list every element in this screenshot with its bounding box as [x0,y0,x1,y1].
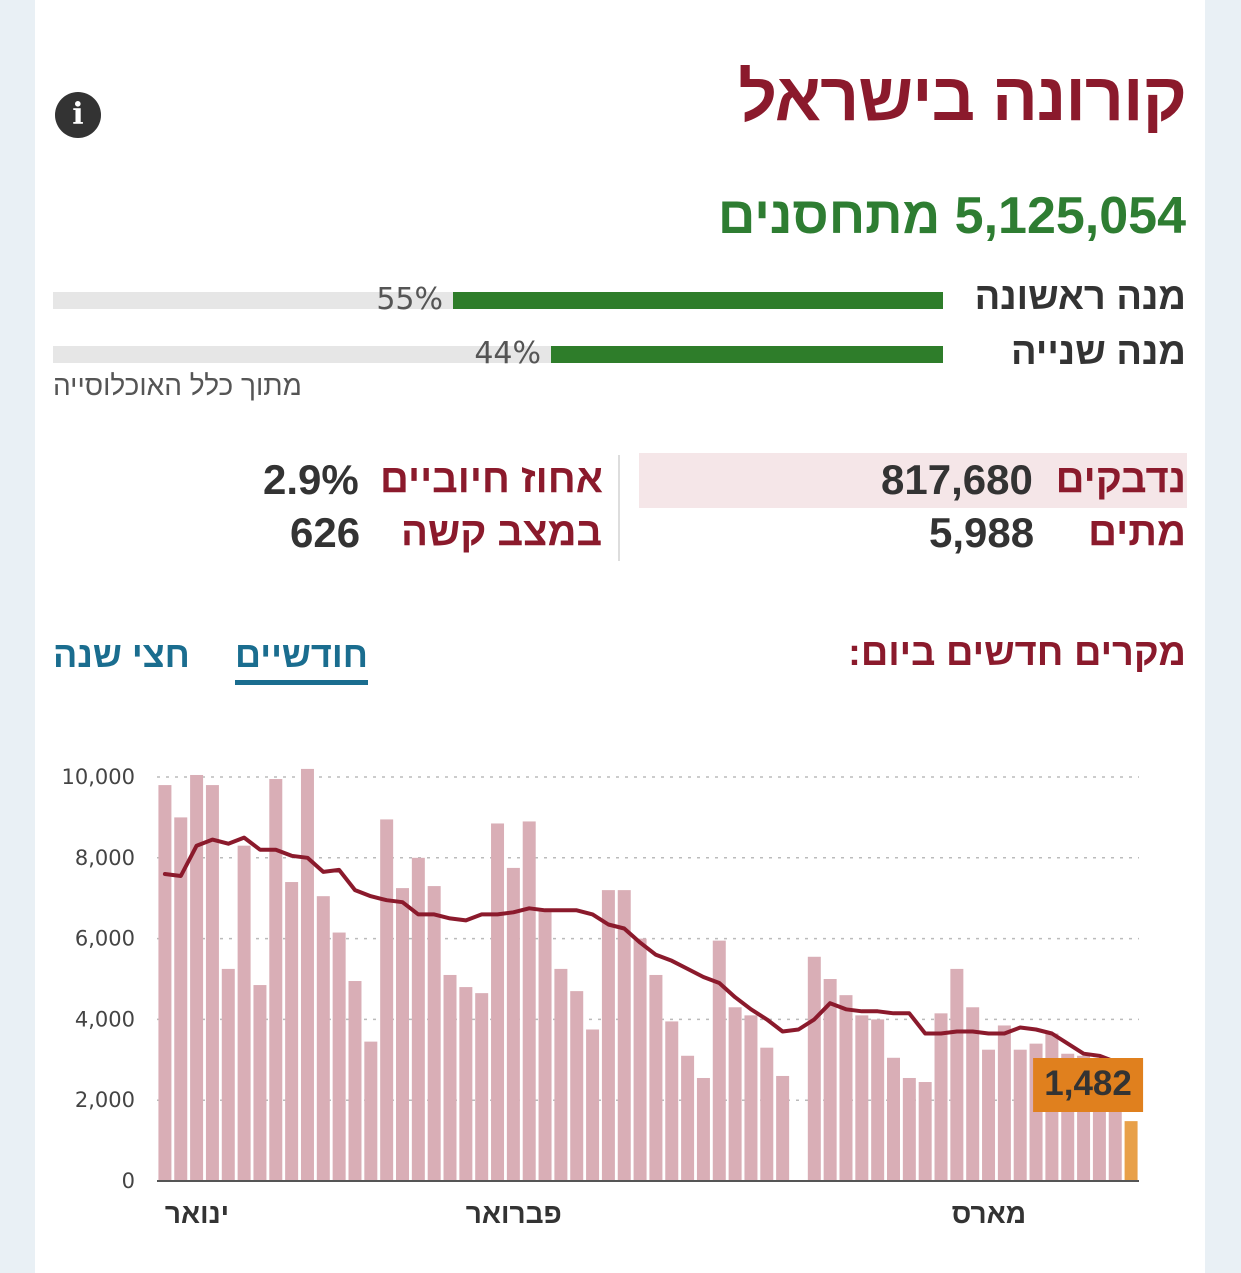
deaths-value: 5,988 [929,509,1035,556]
bar [633,938,647,1181]
bar [396,888,409,1181]
stats-divider [618,455,620,561]
latest-bar [1124,1121,1138,1181]
positive-rate-label: אחוז חיוביים [380,457,603,501]
bar [316,896,330,1181]
moving-average-line [162,835,1118,1064]
bar [285,882,299,1181]
first-dose-bar: 55% [53,282,943,317]
y-tick-label: 8,000 [75,846,135,870]
bar [982,1049,996,1181]
bar [427,886,441,1181]
bar [728,1007,742,1181]
bar [950,968,964,1181]
bar [253,985,267,1181]
vaccinated-total: 5,125,054 מתחסנים [717,187,1186,245]
bar [443,974,457,1181]
severe-label: במצב קשה [401,510,603,554]
bar [918,1082,932,1181]
bar [158,785,172,1181]
bar [237,845,251,1181]
y-tick-label: 4,000 [75,1007,135,1031]
second-dose-percent: 44% [474,336,541,371]
latest-value-label: 1,482 [1044,1064,1132,1103]
second-dose-label: מנה שנייה [1010,331,1186,373]
bar [712,940,726,1181]
bar [205,785,219,1181]
bar [997,1025,1011,1181]
bar [332,932,346,1181]
bar [411,857,425,1181]
tab-two-months[interactable]: חודשיים [235,634,368,685]
dashboard-card: קורונה בישראל i 5,125,054 מתחסנים מנה רא… [35,0,1205,1273]
bar [601,890,615,1181]
bar [855,1015,869,1181]
month-label: ינואר [165,1198,229,1229]
bar [300,768,314,1181]
bar [586,1029,600,1181]
bar [934,1013,948,1181]
bar [665,1021,679,1181]
bar [696,1077,710,1181]
bar [823,979,837,1181]
severe-value: 626 [290,509,361,556]
bar [269,779,283,1181]
bar [744,1015,758,1181]
bar [506,867,520,1181]
y-tick-label: 0 [122,1169,135,1193]
bar [554,968,568,1181]
infected-value: 817,680 [881,456,1033,503]
bar [871,1019,885,1181]
positive-rate-value: 2.9% [263,456,359,503]
bar [491,823,505,1181]
y-tick-label: 2,000 [75,1088,135,1112]
month-label: פברואר [466,1198,562,1229]
info-icon[interactable]: i [55,92,101,138]
bar [681,1055,695,1181]
bar [617,890,631,1181]
bar [760,1047,774,1181]
first-dose-percent: 55% [376,282,443,317]
bar [459,987,473,1181]
bar [380,819,394,1181]
population-note: מתוך כלל האוכלוסייה [53,370,302,401]
bar [807,956,821,1181]
bar [522,821,536,1181]
tab-half-year[interactable]: חצי שנה [53,634,190,675]
bar [538,910,552,1181]
bar [570,991,584,1181]
bar [348,981,362,1181]
latest-value-callout [1033,1058,1144,1112]
bar [902,1077,916,1181]
bar [190,774,204,1181]
second-dose-fill [551,346,943,363]
bar [966,1007,980,1181]
daily-cases-chart: 0 2,000 4,000 6,000 8,000 10,000 1,482 ינואר פבר… [62,765,1144,1229]
y-tick-label: 6,000 [75,927,135,951]
bar [174,817,188,1181]
page-title: קורונה בישראל [738,59,1187,135]
deaths-label: מתים [1088,510,1186,554]
bar [649,974,663,1181]
bar [839,995,853,1181]
infected-highlight [639,453,1187,508]
bar [776,1075,790,1181]
bar [1013,1049,1027,1181]
bar [221,968,235,1181]
first-dose-label: מנה ראשונה [974,276,1186,318]
bar [887,1057,900,1181]
bar [364,1041,378,1181]
month-label: מארס [952,1198,1026,1229]
second-dose-bar: 44% [53,336,943,371]
chart-heading: מקרים חדשים ביום: [848,632,1186,674]
first-dose-fill [453,292,943,309]
y-tick-label: 10,000 [62,765,135,789]
bar [475,993,489,1181]
infected-label: נדבקים [1055,457,1186,501]
